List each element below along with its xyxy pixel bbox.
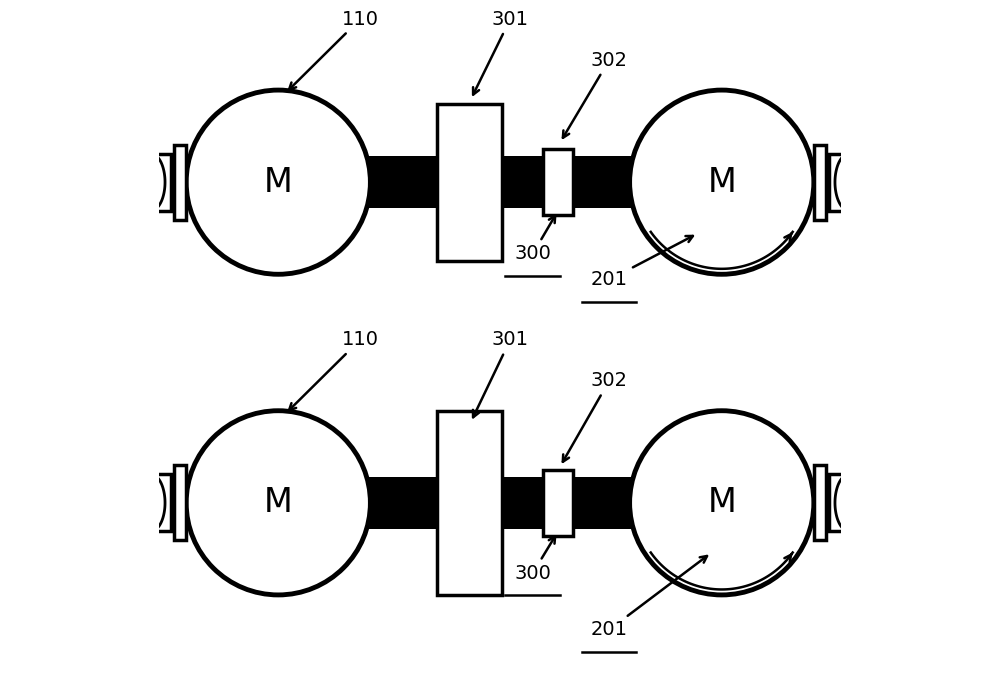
Text: M: M — [707, 486, 736, 519]
Text: M: M — [264, 166, 293, 199]
Text: M: M — [264, 486, 293, 519]
Bar — [543, 149, 573, 215]
Bar — [174, 145, 186, 220]
Text: 300: 300 — [514, 536, 555, 583]
Ellipse shape — [630, 90, 814, 274]
Bar — [437, 411, 502, 595]
Ellipse shape — [186, 411, 370, 595]
Bar — [361, 477, 639, 529]
Text: 301: 301 — [473, 330, 529, 417]
Bar — [151, 153, 171, 211]
Text: 302: 302 — [563, 51, 628, 138]
Text: 301: 301 — [473, 10, 529, 95]
Text: 300: 300 — [514, 216, 555, 263]
Text: 110: 110 — [289, 10, 379, 90]
Ellipse shape — [186, 90, 370, 274]
Bar — [151, 474, 171, 532]
Bar — [543, 470, 573, 536]
Ellipse shape — [630, 411, 814, 595]
Text: 201: 201 — [591, 236, 693, 289]
Bar — [814, 145, 826, 220]
Text: 201: 201 — [591, 556, 707, 639]
Bar — [829, 474, 849, 532]
Bar — [361, 156, 639, 208]
Bar — [174, 465, 186, 540]
Bar — [437, 103, 502, 260]
Bar — [814, 465, 826, 540]
Text: 110: 110 — [289, 330, 379, 410]
Text: M: M — [707, 166, 736, 199]
Bar — [829, 153, 849, 211]
Text: 302: 302 — [563, 371, 628, 462]
